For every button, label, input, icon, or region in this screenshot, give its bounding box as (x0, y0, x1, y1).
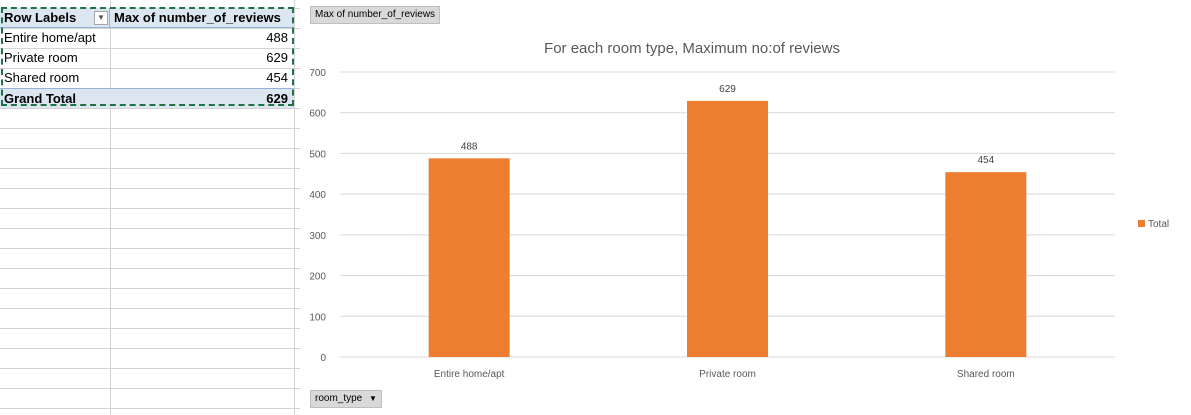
axis-field-dropdown-icon: ▼ (369, 394, 377, 403)
grid-row-line (0, 388, 300, 389)
pivot-row-label[interactable]: Private room (4, 50, 78, 65)
y-tick-label: 0 (320, 353, 326, 364)
bar (945, 172, 1027, 357)
pivot-header-row-labels[interactable]: Row Labels (0, 8, 110, 28)
axis-field-button-label: room_type (315, 393, 363, 404)
grid-column-line (110, 0, 111, 415)
pivot-header-row-labels-text: Row Labels (4, 10, 77, 25)
x-tick-label: Shared room (957, 369, 1015, 380)
grid-row-line (0, 248, 300, 249)
data-label: 629 (719, 84, 736, 95)
value-field-button-label: Max of number_of_reviews (315, 9, 436, 20)
x-tick-label: Entire home/apt (434, 369, 505, 380)
legend-label: Total (1148, 219, 1169, 230)
data-label: 488 (461, 141, 478, 152)
pivot-chart[interactable]: Max of number_of_reviews For each room t… (300, 0, 1191, 415)
grid-row-line (0, 188, 300, 189)
pivot-row-value[interactable]: 629 (266, 50, 288, 65)
bar (428, 158, 510, 357)
grid-column-line (294, 0, 295, 415)
y-tick-label: 500 (309, 149, 326, 160)
y-tick-label: 200 (309, 272, 326, 283)
chart-bars (428, 100, 1027, 358)
pivot-total-label-text: Grand Total (4, 91, 76, 106)
grid-row-line (0, 168, 300, 169)
legend-swatch (1138, 220, 1145, 227)
y-tick-label: 300 (309, 231, 326, 242)
grid-row-line (0, 408, 300, 409)
grid-row-line (0, 108, 300, 109)
chart-legend[interactable]: Total (1138, 219, 1169, 230)
y-tick-label: 400 (309, 190, 326, 201)
grid-row-line (0, 368, 300, 369)
pivot-row-label[interactable]: Entire home/apt (4, 30, 96, 45)
grid-row-line (0, 68, 300, 69)
y-tick-label: 700 (309, 68, 326, 79)
chart-plot-svg: For each room type, Maximum no:of review… (309, 40, 1169, 380)
spreadsheet-grid[interactable]: Row Labels ▼ Max of number_of_reviews En… (0, 0, 300, 415)
axis-field-button[interactable]: room_type ▼ (310, 390, 382, 408)
chart-data-labels: 488 629 454 (461, 84, 995, 166)
pivot-row-value[interactable]: 454 (266, 70, 288, 85)
pivot-row-value[interactable]: 488 (266, 30, 288, 45)
grid-row-line (0, 348, 300, 349)
x-tick-label: Private room (699, 369, 756, 380)
pivot-total-value-text: 629 (266, 91, 288, 106)
pivot-total-label[interactable]: Grand Total (0, 88, 110, 108)
y-axis-ticks: 0 100 200 300 400 500 600 700 (309, 68, 326, 364)
pivot-header-value[interactable]: Max of number_of_reviews (110, 8, 294, 28)
pivot-total-value[interactable]: 629 (110, 88, 294, 108)
grid-row-line (0, 148, 300, 149)
grid-row-line (0, 28, 300, 29)
grid-row-line (0, 48, 300, 49)
x-axis-ticks: Entire home/apt Private room Shared room (434, 369, 1015, 380)
bar (687, 100, 768, 358)
grid-row-line (0, 308, 300, 309)
pivot-header-value-text: Max of number_of_reviews (114, 10, 281, 25)
grid-row-line (0, 268, 300, 269)
grid-row-line (0, 228, 300, 229)
pivot-row-label[interactable]: Shared room (4, 70, 80, 85)
grid-row-line (0, 128, 300, 129)
y-tick-label: 600 (309, 109, 326, 120)
value-field-button[interactable]: Max of number_of_reviews (310, 6, 441, 24)
row-labels-filter-button[interactable]: ▼ (94, 11, 108, 25)
grid-row-line (0, 208, 300, 209)
chart-title: For each room type, Maximum no:of review… (544, 40, 840, 57)
y-tick-label: 100 (309, 312, 326, 323)
grid-row-line (0, 288, 300, 289)
grid-row-line (0, 328, 300, 329)
data-label: 454 (977, 155, 994, 166)
